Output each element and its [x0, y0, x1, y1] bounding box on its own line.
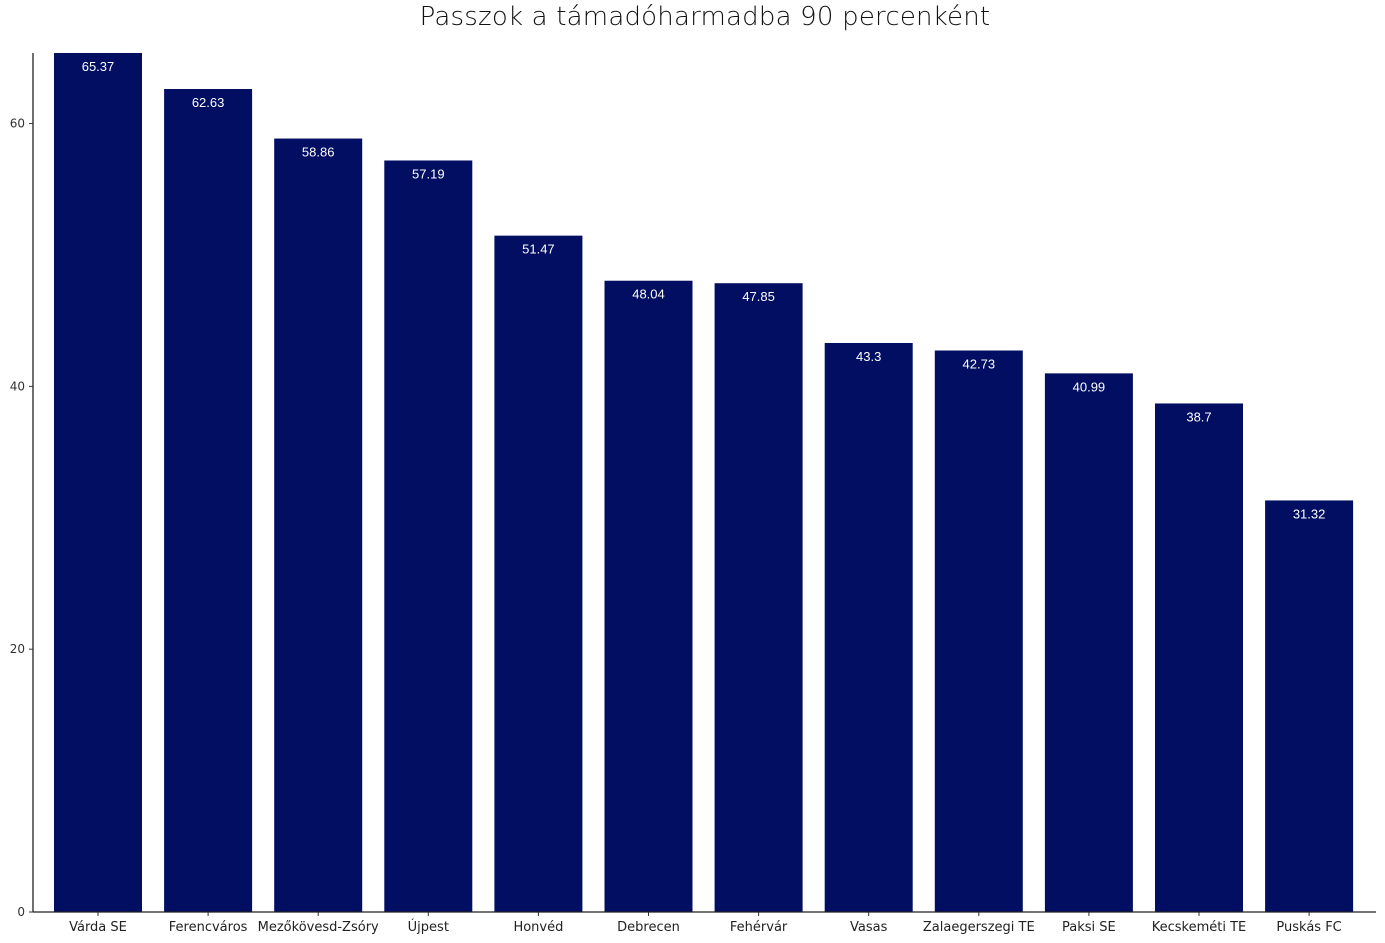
bar-5 [494, 235, 583, 912]
x-tick-label-1: Várda SE [69, 920, 127, 935]
x-tick-label-5: Honvéd [513, 920, 563, 935]
data-label-2: 62.63 [192, 95, 225, 110]
x-tick-label-11: Kecskeméti TE [1152, 920, 1247, 935]
x-tick-label-9: Zalaegerszegi TE [923, 920, 1035, 935]
y-tick-label-1: 0 [17, 905, 25, 919]
bars-layer [54, 53, 1354, 913]
data-label-11: 38.7 [1186, 409, 1211, 424]
x-tick-label-10: Paksi SE [1062, 920, 1116, 935]
data-label-10: 40.99 [1073, 379, 1106, 394]
data-label-3: 58.86 [302, 145, 335, 160]
data-label-9: 42.73 [963, 357, 996, 372]
data-label-5: 51.47 [522, 242, 555, 257]
data-label-6: 48.04 [632, 287, 665, 302]
y-tick-label-3: 40 [10, 379, 25, 393]
data-labels-layer: 65.37 62.63 58.86 57.19 51.47 48.04 47.85 43.3 4… [82, 59, 1326, 521]
data-label-8: 43.3 [856, 349, 881, 364]
bar-2 [164, 89, 253, 912]
y-tick-label-2: 20 [10, 642, 25, 656]
bar-11 [1155, 403, 1243, 912]
bar-8 [824, 343, 913, 912]
y-axis: 0 20 40 60 [10, 53, 34, 919]
bar-7 [714, 283, 803, 913]
data-label-12: 31.32 [1293, 506, 1326, 521]
x-tick-label-3: Mezőkövesd-Zsóry [258, 920, 379, 935]
x-tick-label-6: Debrecen [617, 920, 680, 935]
x-tick-label-4: Újpest [408, 919, 449, 935]
data-label-1: 65.37 [82, 59, 115, 74]
bar-4 [384, 160, 473, 913]
data-label-7: 47.85 [742, 289, 775, 304]
y-tick-label-4: 60 [10, 117, 25, 131]
data-label-4: 57.19 [412, 166, 445, 181]
x-tick-label-12: Puskás FC [1276, 920, 1341, 935]
x-tick-label-8: Vasas [850, 920, 888, 935]
bar-9 [934, 350, 1023, 912]
bar-10 [1044, 373, 1133, 912]
x-tick-label-2: Ferencváros [169, 920, 248, 935]
bar-12 [1265, 500, 1354, 912]
bar-3 [274, 138, 363, 913]
bar-6 [604, 280, 693, 913]
chart-title: Passzok a támadóharmadba 90 percenként [419, 2, 991, 32]
x-axis: Várda SE Ferencváros Mezőkövesd-Zsóry Újpes… [33, 911, 1376, 935]
bar-1 [54, 53, 142, 912]
x-tick-label-7: Fehérvár [730, 920, 788, 935]
